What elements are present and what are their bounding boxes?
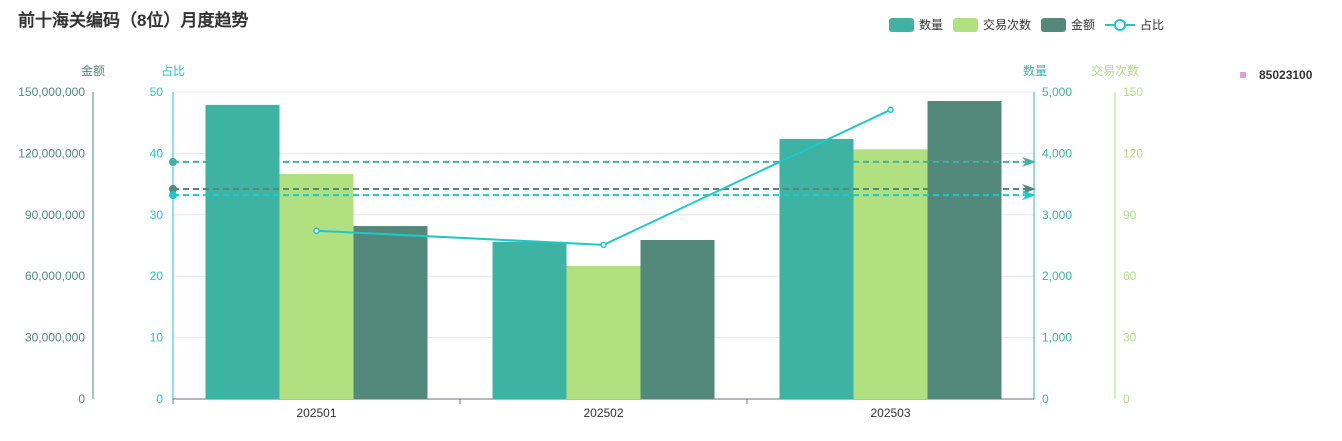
legend-item[interactable]: 数量 [889,16,943,33]
bar-金额 [353,226,428,399]
legend-swatch [889,17,914,32]
axis-tick-label: 5,000 [1042,85,1072,99]
average-line-arrow [1022,156,1036,167]
axis-tick-label: 3,000 [1042,208,1072,222]
average-line-arrow [1022,190,1036,201]
axis-name: 交易次数 [1091,63,1139,78]
bar-金额 [927,101,1002,399]
average-line-start [169,191,177,200]
legend-label: 占比 [1140,18,1165,32]
side-legend-item[interactable]: 85023100 [1240,68,1312,82]
legend-label: 数量 [919,18,944,32]
axis-tick-label: 120,000,000 [18,146,85,160]
bar-数量 [492,241,567,399]
bar-交易次数 [853,149,928,399]
axis-tick-label: 30,000,000 [25,331,85,345]
legend-item[interactable]: 占比 [1105,16,1164,33]
axis-tick-label: 90,000,000 [25,208,85,222]
legend: 数量 交易次数 金额 占比 [889,16,1164,33]
chart-title: 前十海关编码（8位）月度趋势 [18,11,249,30]
legend-marker [1240,72,1246,78]
axis-tick-label: 20 [150,269,164,283]
axis-tick-label: 0 [1042,392,1049,406]
line-point [600,241,607,249]
axis-tick-label: 2,000 [1042,269,1072,283]
legend-swatch [1041,17,1067,32]
line-point [313,227,320,235]
axis-tick-label: 0 [156,392,163,406]
axis-tick-label: 50 [150,85,164,99]
average-line-start [169,185,177,194]
axis-tick-label: 60,000,000 [25,269,85,283]
legend-label: 交易次数 [983,18,1032,32]
legend-line-icon [1105,18,1136,31]
x-tick-label: 202502 [583,406,623,420]
axis-tick-label: 60 [1123,269,1137,283]
axis-tick-label: 30 [1123,331,1137,345]
legend-item[interactable]: 交易次数 [953,16,1031,33]
axis-tick-label: 40 [150,146,164,160]
x-tick-label: 202503 [870,406,910,420]
axis-tick-label: 120 [1123,146,1143,160]
line-point [887,106,894,114]
axis-name: 占比 [161,63,185,78]
side-legend-label: 85023100 [1259,68,1313,82]
axis-name: 金额 [81,63,105,78]
axis-tick-label: 10 [150,331,164,345]
bar-交易次数 [279,173,354,399]
bar-数量 [779,138,854,399]
legend-swatch [953,17,979,32]
x-tick-label: 202501 [296,406,336,420]
axis-tick-label: 1,000 [1042,331,1072,345]
axis-tick-label: 150 [1123,85,1143,99]
axis-tick-label: 4,000 [1042,146,1072,160]
axis-tick-label: 30 [150,208,164,222]
bar-数量 [205,104,280,400]
axis-tick-label: 0 [78,392,85,406]
bar-交易次数 [566,265,641,399]
axis-tick-label: 150,000,000 [18,85,85,99]
legend-item[interactable]: 金额 [1041,16,1095,33]
bar-金额 [640,239,715,399]
axis-tick-label: 0 [1123,392,1130,406]
axis-tick-label: 90 [1123,208,1137,222]
legend-label: 金额 [1071,18,1096,32]
axis-name: 数量 [1023,63,1047,78]
average-line-start [169,157,177,166]
